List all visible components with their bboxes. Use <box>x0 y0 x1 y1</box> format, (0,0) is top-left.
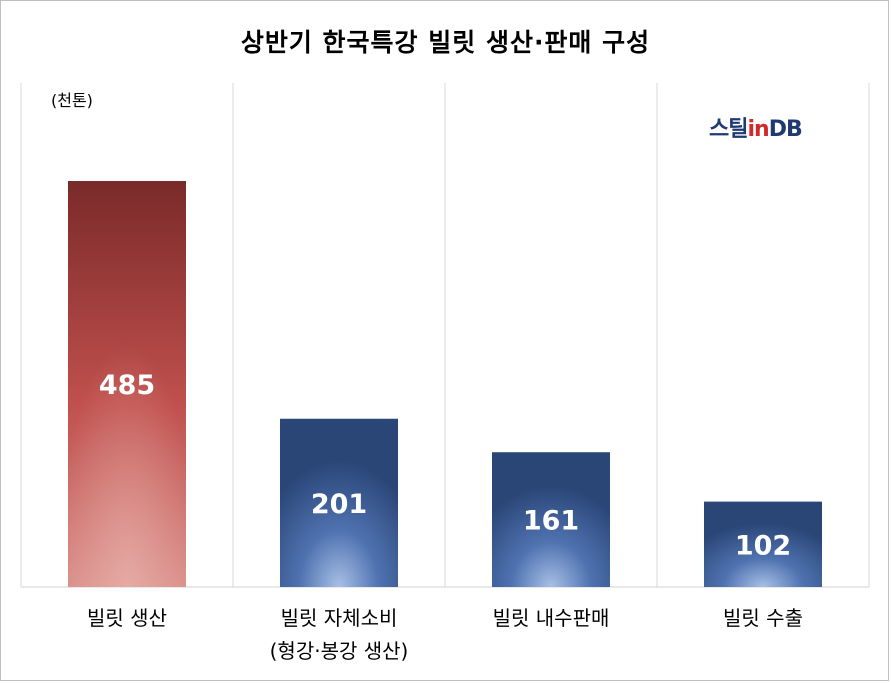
value-label: 485 <box>99 370 155 401</box>
steelindb-logo: 스틸inDB <box>709 117 803 142</box>
bar-3 <box>492 452 610 587</box>
value-label: 102 <box>735 530 791 561</box>
category-label: 빌릿 자체소비 <box>281 606 398 630</box>
category-label: (형강·봉강 생산) <box>270 639 409 663</box>
bar-2 <box>280 418 398 587</box>
value-label: 161 <box>523 506 579 537</box>
value-label: 201 <box>311 489 367 520</box>
category-label: 빌릿 생산 <box>87 606 167 630</box>
category-label: 빌릿 내수판매 <box>493 606 610 630</box>
bar-4 <box>704 501 822 587</box>
chart-title: 상반기 한국특강 빌릿 생산·판매 구성 <box>240 28 651 57</box>
unit-label: (천톤) <box>51 91 93 110</box>
bar-1-glow <box>68 181 186 587</box>
category-label: 빌릿 수출 <box>723 606 803 630</box>
